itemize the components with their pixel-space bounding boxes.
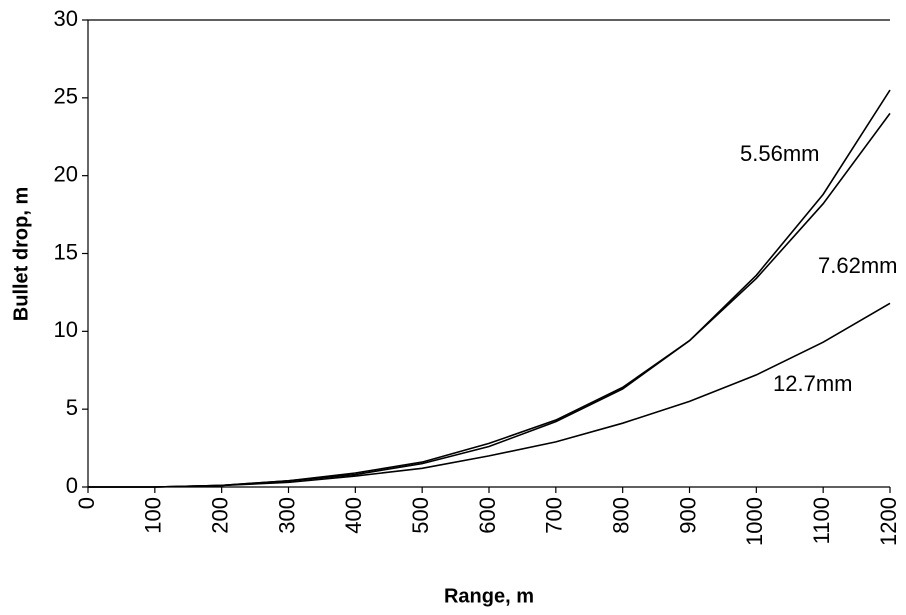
series-label: 5.56mm xyxy=(740,141,819,166)
x-tick-label: 500 xyxy=(408,497,433,534)
x-tick-label: 700 xyxy=(542,497,567,534)
x-tick-label: 1100 xyxy=(809,497,834,544)
x-tick-label: 400 xyxy=(341,497,366,534)
x-tick-label: 900 xyxy=(675,497,700,534)
x-tick-label: 800 xyxy=(608,497,633,534)
x-tick-label: 1000 xyxy=(742,497,767,546)
x-tick-label: 0 xyxy=(74,497,99,509)
x-tick-label: 200 xyxy=(207,497,232,534)
y-tick-label: 0 xyxy=(66,473,78,498)
y-tick-label: 30 xyxy=(54,6,78,31)
y-tick-label: 10 xyxy=(54,317,78,342)
y-tick-label: 15 xyxy=(54,239,78,264)
x-axis-title: Range, m xyxy=(444,585,534,607)
y-tick-label: 25 xyxy=(54,84,78,109)
series-line xyxy=(88,302,891,488)
x-tick-label: 100 xyxy=(141,497,166,534)
series-label: 12.7mm xyxy=(773,371,852,396)
series-line xyxy=(88,112,891,488)
y-tick-label: 5 xyxy=(66,395,78,420)
x-tick-label: 300 xyxy=(274,497,299,534)
x-tick-label: 1200 xyxy=(876,497,901,546)
plot-frame xyxy=(87,19,890,488)
y-tick-label: 20 xyxy=(54,161,78,186)
x-tick-label: 600 xyxy=(475,497,500,534)
y-axis-title: Bullet drop, m xyxy=(10,187,32,321)
series-label: 7.62mm xyxy=(818,253,897,278)
